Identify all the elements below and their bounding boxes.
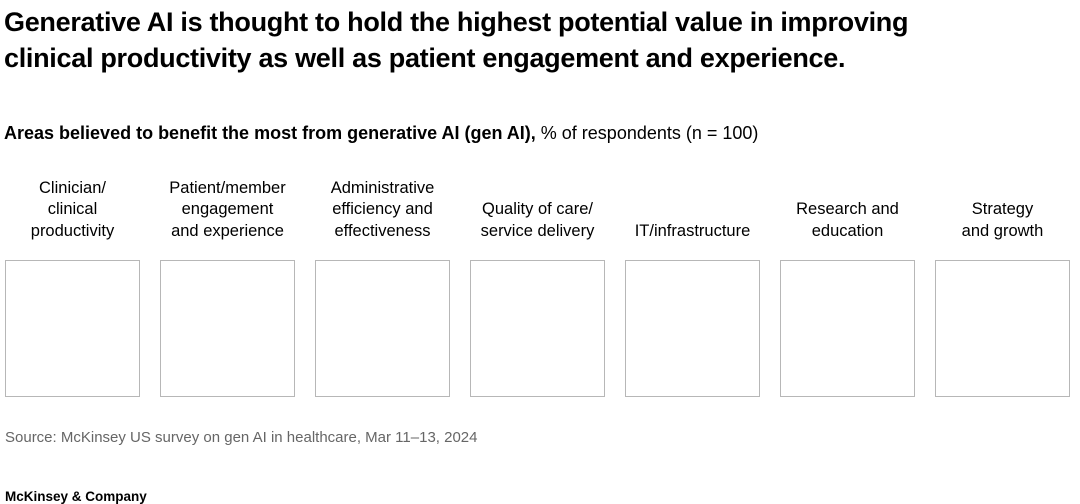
category-label-line: IT/infrastructure: [634, 221, 751, 240]
chart-subtitle: Areas believed to benefit the most from …: [0, 120, 1080, 146]
category-label-line: productivity: [30, 221, 115, 240]
category-label: Administrative efficiency and effectiven…: [315, 176, 450, 242]
bar-chart: Clinician/ clinical productivity Patient…: [5, 176, 1070, 397]
chart-column-quality-of-care: Quality of care/ service delivery: [470, 176, 605, 397]
category-label-line: Patient/member: [169, 178, 286, 197]
chart-column-clinician-productivity: Clinician/ clinical productivity: [5, 176, 140, 397]
category-label-line: and growth: [961, 221, 1044, 240]
category-label-line: effectiveness: [334, 221, 431, 240]
bar-placeholder-box: [625, 260, 760, 397]
chart-column-administrative-efficiency: Administrative efficiency and effectiven…: [315, 176, 450, 397]
chart-subtitle-unit: % of respondents (n = 100): [535, 123, 759, 143]
source-note: Source: McKinsey US survey on gen AI in …: [5, 429, 478, 446]
category-label-line: efficiency and: [332, 200, 433, 218]
bar-placeholder-box: [160, 260, 295, 397]
category-label-line: and experience: [171, 221, 284, 240]
category-label-line: Strategy: [971, 200, 1034, 218]
category-label: Quality of care/ service delivery: [470, 176, 605, 242]
category-label-line: Clinician/: [39, 178, 106, 197]
category-label-line: service delivery: [480, 221, 595, 240]
category-label: Research and education: [780, 176, 915, 242]
category-label-line: education: [811, 221, 884, 240]
chart-column-it-infrastructure: IT/infrastructure: [625, 176, 760, 397]
category-label-line: Administrative: [330, 178, 435, 197]
mckinsey-wordmark: McKinsey & Company: [5, 489, 147, 504]
category-label: Clinician/ clinical productivity: [5, 176, 140, 242]
page-title-line-1: Generative AI is thought to hold the hig…: [4, 7, 909, 37]
bar-placeholder-box: [5, 260, 140, 397]
chart-column-strategy-growth: Strategy and growth: [935, 176, 1070, 397]
page-title: Generative AI is thought to hold the hig…: [0, 4, 1080, 76]
category-label-line: clinical: [47, 200, 98, 218]
bar-placeholder-box: [315, 260, 450, 397]
chart-subtitle-bold: Areas believed to benefit the most from …: [4, 123, 536, 143]
bar-placeholder-box: [935, 260, 1070, 397]
category-label-line: engagement: [181, 200, 274, 218]
category-label-line: Quality of care/: [482, 200, 593, 218]
bar-placeholder-box: [470, 260, 605, 397]
chart-column-research-education: Research and education: [780, 176, 915, 397]
chart-column-patient-engagement: Patient/member engagement and experience: [160, 176, 295, 397]
category-label: Strategy and growth: [935, 176, 1070, 242]
page-title-line-2: clinical productivity as well as patient…: [4, 43, 846, 73]
category-label: IT/infrastructure: [625, 176, 760, 242]
bar-placeholder-box: [780, 260, 915, 397]
category-label-line: Research and: [796, 200, 899, 218]
category-label: Patient/member engagement and experience: [160, 176, 295, 242]
